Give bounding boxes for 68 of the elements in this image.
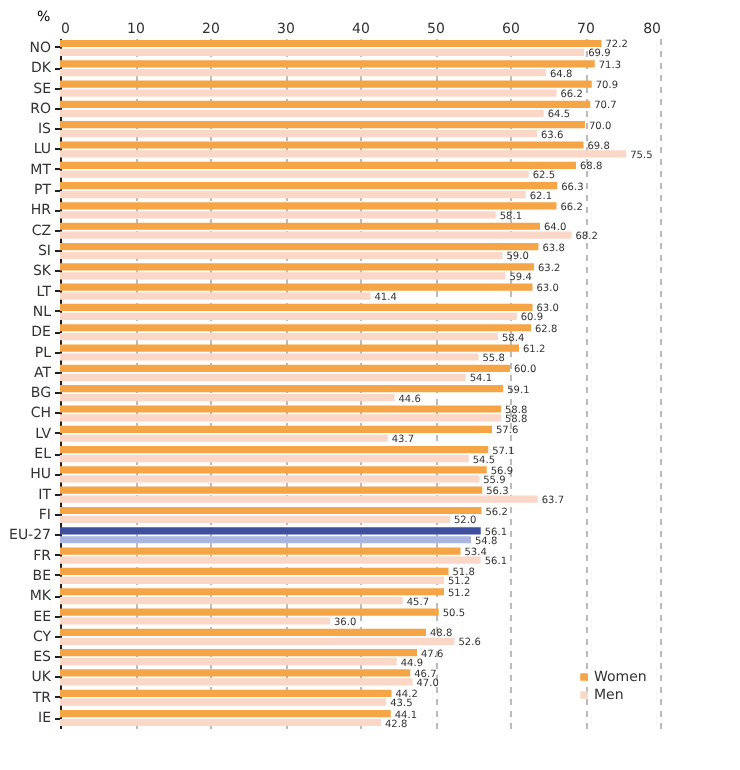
bar	[60, 649, 417, 657]
bar	[60, 231, 572, 239]
bar	[60, 576, 444, 584]
bar	[60, 130, 537, 138]
bar	[60, 109, 544, 117]
bar	[60, 202, 557, 210]
bar	[60, 506, 482, 515]
bar	[60, 292, 371, 300]
bar	[60, 373, 466, 381]
bar	[60, 263, 534, 271]
bar	[60, 434, 388, 442]
bar	[60, 60, 595, 68]
bar	[60, 333, 498, 341]
bar	[60, 39, 602, 48]
bar	[60, 628, 426, 636]
bar	[60, 69, 546, 77]
bar	[60, 89, 557, 97]
bar	[60, 709, 391, 718]
bar	[60, 283, 533, 291]
bar	[60, 353, 479, 361]
bar	[60, 385, 504, 393]
bar	[60, 527, 481, 535]
bar	[60, 454, 469, 463]
bar	[60, 312, 517, 320]
bar	[60, 536, 471, 544]
bar	[60, 182, 558, 190]
bar	[60, 364, 510, 372]
bar	[60, 425, 492, 433]
bar	[60, 617, 330, 625]
bar	[60, 121, 585, 129]
bar	[60, 718, 381, 727]
bar	[60, 588, 444, 596]
bar	[60, 678, 413, 686]
bar	[60, 466, 487, 474]
bar	[60, 567, 449, 576]
bar	[60, 150, 627, 158]
bar	[60, 669, 411, 677]
bar	[60, 486, 483, 494]
bar	[60, 446, 489, 454]
bar	[60, 170, 529, 178]
bar	[60, 211, 496, 219]
bar	[60, 475, 480, 483]
bar	[60, 637, 455, 645]
bar	[60, 495, 538, 503]
bar	[60, 344, 519, 352]
bar	[60, 698, 387, 706]
bar	[60, 161, 576, 169]
bar	[60, 80, 592, 88]
bar	[60, 251, 503, 260]
bar	[60, 324, 531, 332]
bar	[60, 190, 526, 199]
bar	[60, 242, 539, 251]
bar	[60, 303, 533, 312]
bar	[60, 100, 591, 108]
bar	[60, 141, 584, 149]
bar	[60, 515, 450, 524]
bar	[60, 48, 585, 57]
bar	[60, 405, 501, 413]
bar	[60, 597, 403, 605]
bar	[60, 394, 395, 402]
bar	[60, 556, 481, 564]
bar	[60, 272, 506, 280]
bar	[60, 547, 461, 555]
bar	[60, 608, 439, 616]
bar	[60, 689, 392, 697]
bar	[60, 658, 397, 666]
bar	[60, 414, 501, 422]
bar	[60, 222, 540, 230]
